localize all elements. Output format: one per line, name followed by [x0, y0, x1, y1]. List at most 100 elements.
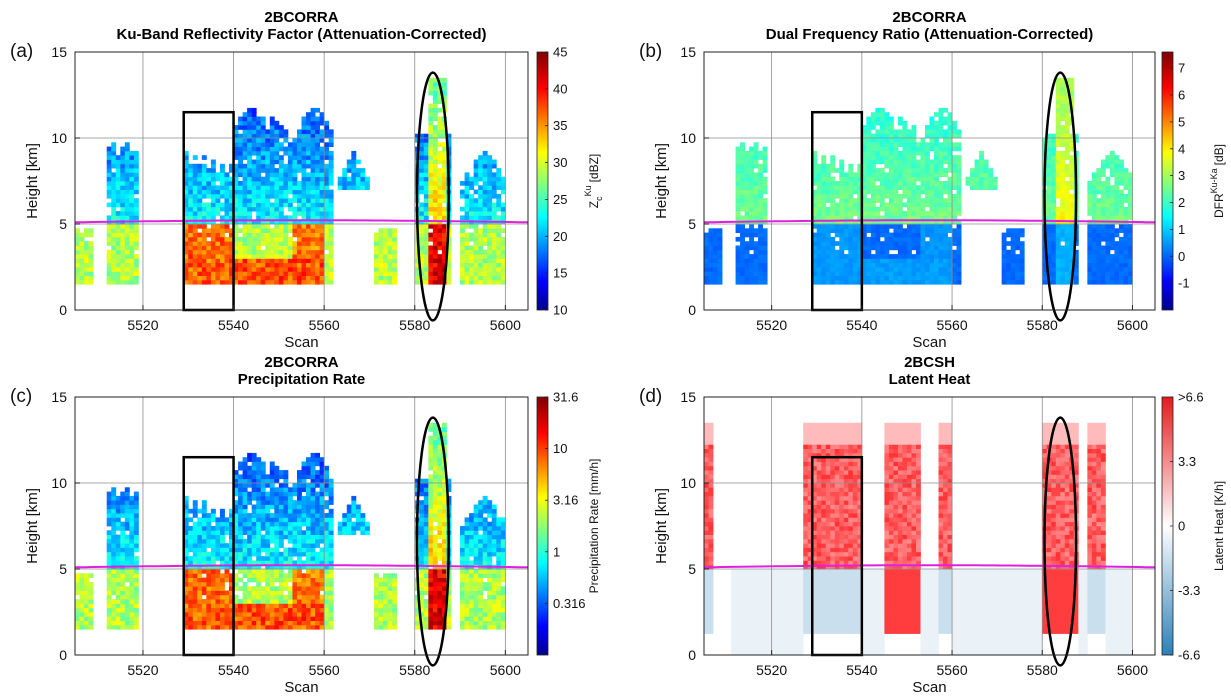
- heatmap-cell: [224, 172, 229, 177]
- heatmap-cell: [460, 215, 465, 220]
- heatmap-cell: [880, 271, 885, 276]
- heatmap-cell: [1096, 211, 1101, 216]
- heatmap-cell: [75, 573, 80, 578]
- heatmap-cell: [238, 181, 243, 186]
- heatmap-cell: [324, 246, 329, 251]
- heatmap-cell: [1114, 190, 1119, 195]
- heatmap-cell: [351, 181, 356, 186]
- heatmap-cell: [297, 138, 302, 143]
- heatmap-cell: [487, 267, 492, 272]
- heatmap-cell: [238, 168, 243, 173]
- heatmap-cell: [383, 271, 388, 276]
- colorbar-tick-label: 6: [1178, 88, 1185, 103]
- heatmap-cell: [129, 177, 134, 182]
- heatmap-cell: [428, 177, 433, 182]
- heatmap-cell: [487, 203, 492, 208]
- heatmap-cell: [220, 172, 225, 177]
- heatmap-cell: [736, 198, 741, 203]
- heatmap-cell: [826, 237, 831, 242]
- heatmap-cell: [745, 258, 750, 263]
- heatmap-cell: [745, 190, 750, 195]
- heatmap-cell: [848, 198, 853, 203]
- heatmap-cell: [188, 258, 193, 263]
- heatmap-cell: [211, 233, 216, 238]
- heatmap-cell: [952, 280, 957, 285]
- heatmap-cell: [297, 181, 302, 186]
- heatmap-cell: [120, 556, 125, 561]
- heatmap-cell: [709, 254, 714, 259]
- heatmap-cell: [1069, 198, 1074, 203]
- heatmap-cell: [1101, 237, 1106, 242]
- heatmap-cell: [120, 548, 125, 553]
- heatmap-cell: [197, 233, 202, 238]
- heatmap-cell: [1060, 160, 1065, 165]
- heatmap-cell: [424, 271, 429, 276]
- heatmap-cell: [875, 194, 880, 199]
- heatmap-cell: [107, 194, 112, 199]
- heatmap-cell: [483, 172, 488, 177]
- heatmap-cell: [718, 276, 723, 281]
- heatmap-cell: [492, 246, 497, 251]
- heatmap-cell: [80, 263, 85, 268]
- heatmap-cell: [1006, 250, 1011, 255]
- heatmap-cell: [898, 172, 903, 177]
- heatmap-cell: [1119, 263, 1124, 268]
- heatmap-cell: [875, 112, 880, 117]
- heatmap-cell: [107, 599, 112, 604]
- heatmap-cell: [120, 224, 125, 229]
- heatmap-cell: [943, 254, 948, 259]
- heatmap-cell: [243, 129, 248, 134]
- heatmap-cell: [193, 194, 198, 199]
- heatmap-cell: [884, 267, 889, 272]
- heatmap-cell: [247, 168, 252, 173]
- heatmap-cell: [125, 603, 130, 608]
- heatmap-cell: [261, 168, 266, 173]
- heatmap-cell: [243, 112, 248, 117]
- heatmap-cell: [758, 276, 763, 281]
- heatmap-cell: [442, 155, 447, 160]
- heatmap-cell: [1119, 267, 1124, 272]
- heatmap-cell: [826, 172, 831, 177]
- heatmap-cell: [206, 625, 211, 630]
- heatmap-cell: [297, 246, 302, 251]
- heatmap-cell: [817, 263, 822, 268]
- heatmap-cell: [749, 228, 754, 233]
- heatmap-cell: [206, 573, 211, 578]
- heatmap-cell: [902, 147, 907, 152]
- heatmap-cell: [89, 280, 94, 285]
- heatmap-cell: [261, 151, 266, 156]
- heatmap-cell: [315, 203, 320, 208]
- heatmap-cell: [197, 215, 202, 220]
- heatmap-cell: [188, 616, 193, 621]
- heatmap-cell: [1020, 271, 1025, 276]
- heatmap-cell: [740, 246, 745, 251]
- heatmap-cell: [224, 569, 229, 574]
- heatmap-cell: [465, 211, 470, 216]
- heatmap-cell: [920, 211, 925, 216]
- heatmap-cell: [1105, 263, 1110, 268]
- heatmap-cell: [243, 509, 248, 514]
- heatmap-cell: [925, 181, 930, 186]
- heatmap-cell: [424, 263, 429, 268]
- heatmap-cell: [957, 147, 962, 152]
- heatmap-cell: [1114, 233, 1119, 238]
- heatmap-cell: [243, 151, 248, 156]
- heatmap-cell: [120, 539, 125, 544]
- heatmap-cell: [329, 172, 334, 177]
- heatmap-cell: [866, 207, 871, 212]
- heatmap-cell: [1110, 160, 1115, 165]
- heatmap-cell: [1056, 129, 1061, 134]
- heatmap-cell: [342, 177, 347, 182]
- heatmap-cell: [356, 172, 361, 177]
- heatmap-cell: [252, 233, 257, 238]
- heatmap-cell: [188, 271, 193, 276]
- heatmap-cell: [1056, 241, 1061, 246]
- heatmap-cell: [360, 181, 365, 186]
- heatmap-cell: [311, 112, 316, 117]
- heatmap-cell: [848, 172, 853, 177]
- heatmap-cell: [388, 250, 393, 255]
- heatmap-cell: [302, 138, 307, 143]
- heatmap-cell: [243, 560, 248, 565]
- heatmap-cell: [709, 250, 714, 255]
- heatmap-cell: [279, 147, 284, 152]
